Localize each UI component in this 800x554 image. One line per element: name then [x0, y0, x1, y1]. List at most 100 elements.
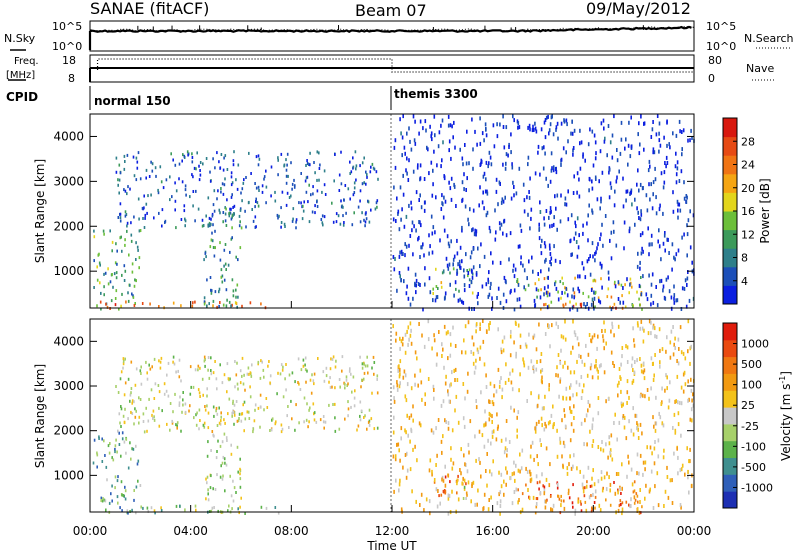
heatmap-cell — [437, 144, 440, 149]
heatmap-cell — [573, 236, 575, 241]
heatmap-cell — [689, 138, 691, 143]
heatmap-cell — [455, 287, 457, 291]
heatmap-cell — [206, 304, 208, 308]
heatmap-cell — [328, 403, 330, 407]
heatmap-cell — [184, 224, 186, 228]
heatmap-cell — [570, 252, 572, 257]
heatmap-cell — [334, 386, 336, 390]
heatmap-cell — [270, 428, 273, 432]
heatmap-cell — [111, 456, 113, 460]
heatmap-cell — [686, 232, 689, 237]
heatmap-cell — [599, 300, 602, 305]
heatmap-cell — [527, 162, 529, 167]
heatmap-cell — [666, 143, 668, 148]
heatmap-cell — [614, 189, 616, 194]
heatmap-cell — [401, 342, 404, 347]
heatmap-cell — [209, 245, 212, 249]
heatmap-cell — [605, 442, 607, 447]
heatmap-cell — [153, 418, 156, 422]
x-tick-label: 08:00 — [274, 524, 309, 538]
heatmap-cell — [490, 441, 492, 446]
heatmap-cell — [100, 291, 102, 295]
heatmap-cell — [216, 412, 219, 416]
heatmap-cell — [673, 255, 675, 260]
heatmap-cell — [414, 272, 417, 277]
heatmap-cell — [661, 347, 664, 352]
heatmap-cell — [477, 292, 479, 296]
heatmap-cell — [502, 114, 504, 119]
heatmap-cell — [508, 440, 511, 444]
heatmap-cell — [98, 435, 100, 439]
heatmap-cell — [116, 249, 118, 253]
heatmap-cell — [556, 454, 559, 459]
heatmap-cell — [274, 190, 276, 194]
heatmap-cell — [291, 182, 294, 186]
heatmap-cell — [538, 419, 540, 424]
heatmap-cell — [591, 179, 593, 184]
heatmap-cell — [392, 430, 395, 435]
heatmap-cell — [657, 438, 660, 443]
heatmap-cell — [650, 282, 653, 287]
x-tick-label: 12:00 — [375, 524, 410, 538]
heatmap-cell — [448, 244, 451, 249]
heatmap-cell — [330, 357, 332, 361]
heatmap-cell — [499, 122, 501, 127]
heatmap-cell — [176, 426, 178, 430]
heatmap-cell — [666, 237, 668, 242]
heatmap-cell — [609, 305, 611, 309]
heatmap-cell — [221, 280, 224, 284]
heatmap-cell — [124, 497, 127, 501]
heatmap-cell — [646, 297, 649, 302]
heatmap-cell — [513, 274, 516, 279]
heatmap-cell — [670, 329, 673, 334]
heatmap-cell — [468, 268, 471, 272]
heatmap-cell — [687, 379, 689, 384]
heatmap-cell — [431, 472, 433, 477]
heatmap-cell — [294, 380, 296, 384]
heatmap-cell — [610, 256, 613, 261]
heatmap-cell — [576, 254, 579, 259]
heatmap-cell — [675, 172, 678, 177]
heatmap-cell — [236, 382, 239, 386]
heatmap-cell — [203, 355, 206, 359]
heatmap-cell — [480, 158, 483, 163]
heatmap-cell — [611, 133, 614, 138]
heatmap-cell — [579, 128, 581, 133]
heatmap-cell — [611, 457, 614, 462]
heatmap-cell — [439, 501, 441, 506]
heatmap-cell — [212, 223, 214, 227]
heatmap-cell — [450, 446, 452, 451]
heatmap-cell — [475, 405, 478, 410]
heatmap-cell — [422, 126, 424, 131]
heatmap-cell — [199, 169, 201, 172]
heatmap-cell — [127, 417, 129, 421]
heatmap-cell — [463, 478, 466, 483]
heatmap-cell — [639, 182, 642, 187]
heatmap-cell — [266, 406, 269, 409]
heatmap-cell — [592, 507, 594, 511]
heatmap-cell — [321, 221, 324, 225]
heatmap-cell — [309, 406, 311, 410]
heatmap-cell — [184, 410, 187, 414]
heatmap-cell — [637, 251, 639, 256]
heatmap-cell — [210, 238, 213, 242]
heatmap-cell — [210, 372, 213, 376]
heatmap-cell — [547, 421, 550, 426]
heatmap-cell — [569, 238, 572, 243]
heatmap-cell — [574, 511, 576, 516]
heatmap-cell — [609, 453, 612, 458]
heatmap-cell — [318, 178, 320, 182]
heatmap-cell — [357, 424, 360, 428]
heatmap-cell — [118, 412, 121, 416]
heatmap-cell — [227, 377, 230, 381]
heatmap-cell — [519, 372, 521, 377]
heatmap-cell — [413, 224, 415, 229]
heatmap-cell — [159, 366, 162, 370]
heatmap-cell — [582, 489, 585, 494]
heatmap-cell — [216, 473, 218, 477]
heatmap-cell — [118, 443, 121, 446]
heatmap-cell — [224, 219, 227, 223]
heatmap-cell — [628, 226, 631, 231]
heatmap-cell — [664, 161, 666, 165]
heatmap-cell — [624, 305, 627, 309]
